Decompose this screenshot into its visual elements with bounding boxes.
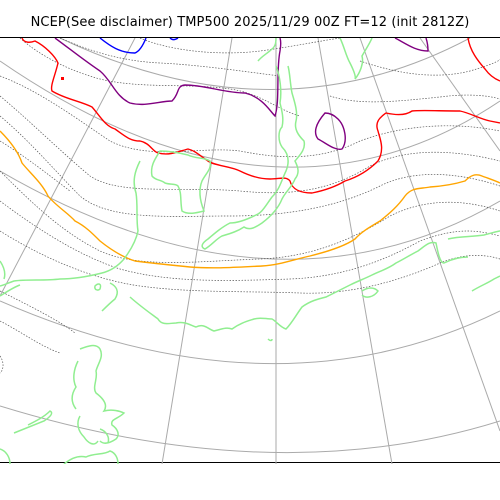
coastline-path [257,38,277,62]
coastline-path [63,450,119,464]
isotherm-line [0,290,76,334]
isotherm-line [0,230,500,294]
coastline-path [71,360,79,410]
isotherm-mark [61,77,64,80]
isotherm-line [359,58,500,76]
map-title: NCEP(See disclaimer) TMP500 2025/11/29 0… [30,15,470,30]
isotherm-line [54,38,282,118]
coastline-path [94,283,102,291]
coastline-path [201,65,306,250]
meridian-line [419,38,500,152]
isotherm-line [0,170,500,263]
isotherm-line [314,112,346,151]
coastline-path [79,344,126,444]
isotherm-line [0,130,500,269]
isotherm-line [0,320,61,354]
isotherm-line [59,38,281,77]
coastline-path [0,284,21,297]
coastline-path [0,448,11,464]
coastline-path [150,150,212,215]
meridian-line [161,38,233,464]
coastline-path [101,282,118,312]
coastline-path [129,241,469,332]
parallel-line [0,170,500,260]
isotherm-line [0,75,500,158]
parallel-line [0,60,500,168]
isotherm-line [99,38,147,54]
coastline-path [361,287,379,298]
coastline-path [0,260,6,280]
isotherm-blue [99,38,179,54]
graticule-parallels [0,38,500,454]
isotherm-line [329,94,500,103]
isotherm-purple [54,38,429,151]
parallel-line [59,38,471,90]
meridian-line [0,38,136,297]
weather-map [0,37,500,464]
coastline-path [0,160,141,287]
isotherm-line [0,95,500,194]
isotherm-line [467,38,500,82]
coastline-path [13,410,53,434]
parallel-line [0,300,500,365]
isotherm-line [0,140,71,192]
meridian-line [317,38,393,464]
coastline-path [267,338,273,342]
coastline-path [471,275,500,292]
coastline-path [77,415,99,445]
coastline-path [99,428,110,444]
isotherm-line [0,200,500,281]
isotherm-line [394,38,429,52]
coastlines [0,38,500,464]
isotherm-orange [0,130,500,269]
map-svg [0,38,500,464]
isotherm-line [0,115,500,217]
graticule-meridians [0,38,500,464]
isotherm-line [21,38,500,194]
isotherm-line [0,355,4,374]
coastline-path [447,230,500,240]
isotherm-red [21,38,500,194]
parallel-line [0,405,500,454]
coastline-path [339,38,373,80]
isotherms-minor [0,38,500,374]
isotherm-line [169,38,179,41]
isotherm-line [139,38,341,54]
